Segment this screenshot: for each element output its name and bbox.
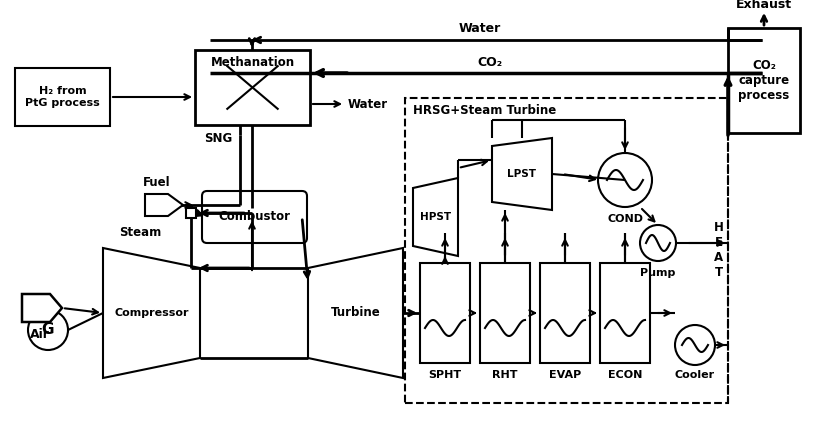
Bar [540,263,590,363]
Bar [195,50,310,125]
Bar [600,263,650,363]
Bar [480,263,530,363]
Text: COND: COND [607,214,643,224]
Text: G: G [42,322,54,338]
Circle shape [675,325,715,365]
Text: Turbine: Turbine [330,306,380,320]
Text: SPHT: SPHT [429,370,461,380]
Text: Pump: Pump [640,268,676,278]
Polygon shape [308,248,403,378]
Polygon shape [145,194,183,216]
FancyBboxPatch shape [202,191,307,243]
Bar [15,68,110,126]
Polygon shape [413,178,458,256]
Bar [186,208,196,218]
Circle shape [598,153,652,207]
Polygon shape [22,294,62,322]
Bar [405,98,728,403]
Text: LPST: LPST [507,169,537,179]
Polygon shape [103,248,200,378]
Text: CO₂: CO₂ [478,56,502,69]
Text: Compressor: Compressor [115,308,189,318]
Text: HRSG+Steam Turbine: HRSG+Steam Turbine [413,104,556,117]
Circle shape [640,225,676,261]
Text: ECON: ECON [608,370,642,380]
Text: Combustor: Combustor [218,210,290,224]
Text: Methanation: Methanation [210,56,294,69]
Bar [420,263,470,363]
Circle shape [28,310,68,350]
Text: Water: Water [348,98,388,110]
Text: Air: Air [30,328,50,341]
Bar [728,28,800,133]
Text: Steam: Steam [119,226,161,240]
Text: CO₂
capture
process: CO₂ capture process [739,59,789,102]
Text: EVAP: EVAP [549,370,581,380]
Text: H
E
A
T: H E A T [714,221,724,279]
Text: Water: Water [459,21,501,35]
Text: HPST: HPST [420,212,451,222]
Text: H₂ from
PtG process: H₂ from PtG process [25,86,100,108]
Text: RHT: RHT [492,370,518,380]
Text: Cooler: Cooler [675,370,715,380]
Text: SNG: SNG [204,131,232,144]
Polygon shape [492,138,552,210]
Text: Exhaust: Exhaust [736,0,792,11]
Text: Fuel: Fuel [143,176,171,189]
